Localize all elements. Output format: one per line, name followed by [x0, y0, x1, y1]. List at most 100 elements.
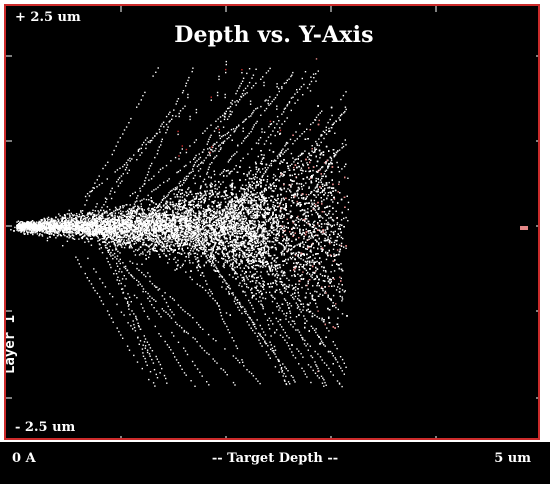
scatter-point: [264, 222, 266, 225]
scatter-point: [207, 259, 209, 262]
scatter-point: [255, 233, 257, 236]
scatter-point: [275, 215, 277, 217]
scatter-point: [270, 207, 272, 210]
scatter-point: [338, 283, 340, 285]
scatter-point: [110, 234, 113, 236]
scatter-point: [222, 265, 224, 267]
scatter-point: [236, 198, 239, 201]
scatter-point: [323, 199, 325, 201]
scatter-point: [135, 217, 138, 220]
scatter-point: [267, 250, 269, 252]
scatter-point: [212, 218, 214, 220]
scatter-point: [315, 177, 317, 180]
scatter-point: [332, 213, 334, 215]
scatter-point: [173, 232, 176, 234]
scatter-point: [125, 224, 128, 226]
scatter-point: [303, 243, 305, 246]
scatter-point: [119, 205, 121, 208]
scatter-point: [290, 152, 293, 155]
scatter-point: [198, 210, 200, 212]
scatter-point: [199, 175, 201, 178]
scatter-point: [160, 225, 162, 227]
scatter-point: [260, 184, 262, 187]
scatter-point: [56, 221, 58, 224]
scatter-point: [290, 191, 292, 193]
scatter-point: [182, 225, 184, 227]
scatter-point: [308, 186, 310, 188]
scatter-point: [312, 285, 314, 287]
scatter-point: [185, 212, 187, 214]
scatter-point: [241, 255, 244, 257]
scatter-point: [332, 248, 335, 250]
scatter-point: [281, 254, 283, 256]
scatter-point: [333, 270, 336, 272]
scatter-point: [187, 193, 190, 196]
scatter-point: [14, 226, 16, 229]
scatter-point: [311, 261, 313, 263]
scatter-point: [291, 320, 294, 322]
scatter-point: [280, 160, 282, 162]
scatter-point: [325, 231, 327, 233]
scatter-point: [317, 190, 319, 193]
scatter-point: [231, 223, 233, 225]
scatter-point: [216, 194, 218, 196]
scatter-point: [160, 226, 163, 229]
scatter-point: [293, 274, 296, 276]
scatter-point: [259, 225, 261, 227]
scatter-point: [59, 230, 61, 232]
scatter-point: [330, 230, 332, 233]
scatter-point: [300, 167, 303, 169]
scatter-point: [223, 236, 226, 238]
scatter-point: [172, 237, 175, 240]
scatter-point: [165, 221, 167, 223]
scatter-point: [291, 275, 293, 277]
scatter-point: [277, 222, 279, 224]
scatter-point: [277, 194, 279, 196]
scatter-point: [231, 269, 234, 271]
scatter-point: [172, 209, 174, 212]
scatter-point: [189, 208, 192, 210]
scatter-point: [261, 199, 263, 201]
scatter-point: [309, 225, 311, 227]
scatter-point: [182, 263, 184, 265]
scatter-point: [317, 213, 319, 216]
scatter-point: [320, 245, 322, 248]
scatter-point: [306, 273, 308, 275]
scatter-point: [252, 193, 254, 195]
scatter-point: [209, 219, 211, 222]
scatter-point: [266, 179, 269, 181]
scatter-point: [190, 240, 192, 243]
scatter-point: [252, 215, 254, 217]
scatter-point: [172, 249, 174, 251]
scatter-point: [235, 210, 237, 212]
scatter-point: [281, 217, 283, 220]
scatter-point: [227, 169, 229, 172]
scatter-point: [276, 227, 278, 230]
scatter-point: [125, 217, 128, 219]
scatter-point: [266, 240, 269, 242]
scatter-point: [306, 218, 308, 220]
scatter-point: [249, 240, 251, 243]
scatter-point: [309, 264, 311, 266]
scatter-point: [272, 220, 274, 222]
scatter-point: [145, 224, 148, 226]
scatter-point: [205, 225, 207, 227]
scatter-point: [308, 232, 310, 234]
scatter-point: [42, 227, 45, 229]
scatter-point: [166, 201, 169, 203]
scatter-point: [237, 207, 240, 209]
scatter-point: [121, 225, 123, 227]
scatter-point: [324, 184, 326, 186]
scatter-point: [253, 204, 255, 206]
scatter-point: [308, 236, 310, 238]
scatter-point: [262, 239, 264, 241]
scatter-point: [157, 237, 159, 239]
scatter-point: [291, 194, 293, 196]
scatter-point: [271, 266, 273, 268]
scatter-point: [302, 170, 304, 172]
scatter-point: [247, 209, 250, 211]
scatter-point: [295, 286, 297, 288]
scatter-point: [320, 241, 322, 243]
scatter-point: [77, 223, 79, 225]
scatter-point: [276, 256, 279, 259]
